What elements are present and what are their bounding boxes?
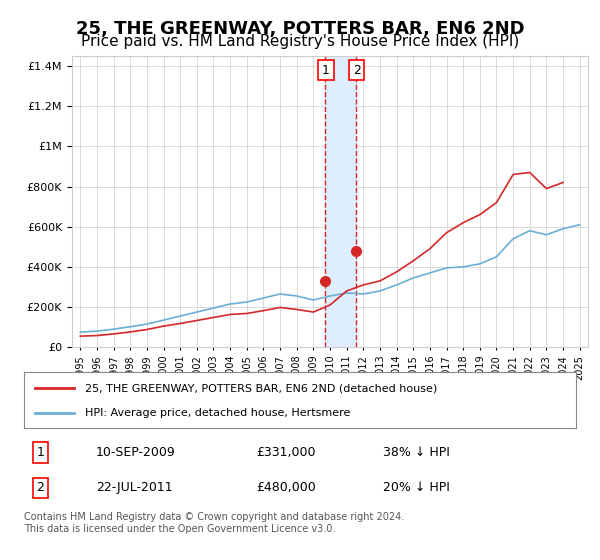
Text: 10-SEP-2009: 10-SEP-2009	[96, 446, 176, 459]
Text: HPI: Average price, detached house, Hertsmere: HPI: Average price, detached house, Hert…	[85, 408, 350, 418]
Text: 2: 2	[37, 482, 44, 494]
Text: 22-JUL-2011: 22-JUL-2011	[96, 482, 172, 494]
Text: 1: 1	[322, 63, 330, 77]
Text: £480,000: £480,000	[256, 482, 316, 494]
Text: Contains HM Land Registry data © Crown copyright and database right 2024.
This d: Contains HM Land Registry data © Crown c…	[24, 512, 404, 534]
Text: 25, THE GREENWAY, POTTERS BAR, EN6 2ND (detached house): 25, THE GREENWAY, POTTERS BAR, EN6 2ND (…	[85, 383, 437, 393]
Text: £331,000: £331,000	[256, 446, 316, 459]
Text: 1: 1	[37, 446, 44, 459]
Text: Price paid vs. HM Land Registry's House Price Index (HPI): Price paid vs. HM Land Registry's House …	[81, 34, 519, 49]
Text: 38% ↓ HPI: 38% ↓ HPI	[383, 446, 449, 459]
Text: 20% ↓ HPI: 20% ↓ HPI	[383, 482, 449, 494]
Text: 2: 2	[353, 63, 361, 77]
Bar	[325, 56, 356, 347]
Text: 25, THE GREENWAY, POTTERS BAR, EN6 2ND: 25, THE GREENWAY, POTTERS BAR, EN6 2ND	[76, 20, 524, 38]
